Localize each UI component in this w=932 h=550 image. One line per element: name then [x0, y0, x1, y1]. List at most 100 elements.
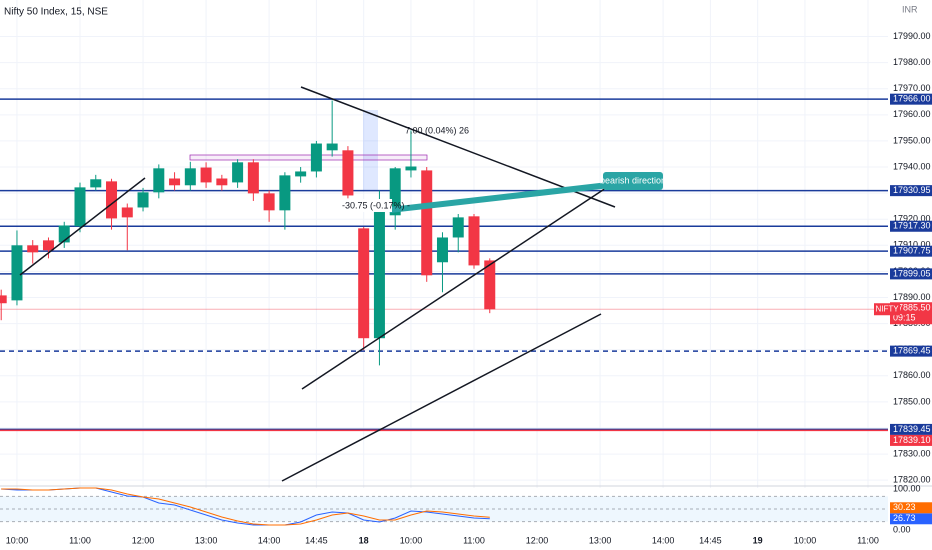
- candle-body: [342, 150, 354, 196]
- candle-body: [184, 168, 196, 186]
- level-tag: [890, 93, 932, 105]
- level-tag: [890, 185, 932, 197]
- level-tag-label: 17907.75: [893, 246, 931, 256]
- y-tick-label: 17950.00: [893, 135, 931, 145]
- level-tag: [890, 245, 932, 257]
- candle-body: [405, 166, 417, 171]
- trendline: [281, 313, 602, 482]
- candle-body: [295, 171, 307, 177]
- label-bg: [338, 199, 392, 212]
- callout-text: bearish direction: [600, 175, 666, 185]
- x-tick-label: 10:00: [794, 535, 817, 545]
- x-tick-label: 11:00: [69, 535, 91, 545]
- x-tick-label: 11:00: [857, 535, 879, 545]
- candle-body: [200, 167, 212, 183]
- x-tick-label: 14:00: [258, 535, 281, 545]
- level-tag-label: 17899.05: [893, 268, 931, 278]
- candle-body: [452, 217, 464, 238]
- indicator-line: [1, 487, 490, 526]
- candle-body: [27, 245, 39, 253]
- candle-body: [468, 216, 480, 266]
- level-tag: [890, 220, 932, 232]
- countdown: 09:15: [893, 313, 916, 323]
- y-tick-label: 17970.00: [893, 83, 931, 93]
- last-price-label: 17885.50: [893, 303, 931, 313]
- level-tag-label: 17839.45: [893, 424, 931, 434]
- y-tick-label: 17940.00: [893, 161, 931, 171]
- y-tick-label: 17850.00: [893, 396, 931, 406]
- x-tick-label: 14:45: [305, 535, 328, 545]
- indicator-tick-label: 100.00: [893, 483, 921, 493]
- range-label: -30.75 (-0.17%) -: [342, 200, 410, 210]
- x-tick-label: 13:00: [195, 535, 218, 545]
- trendline: [19, 177, 146, 276]
- measure-box: [363, 110, 378, 190]
- indicator: [0, 487, 888, 526]
- y-tick-label: 17860.00: [893, 370, 931, 380]
- chart-title: Nifty 50 Index, 15, NSE: [4, 7, 108, 18]
- indicator-tick-label: 0.00: [893, 524, 911, 534]
- x-tick-label: 13:00: [589, 535, 612, 545]
- candle-body: [137, 192, 149, 208]
- candle-body: [153, 168, 165, 193]
- indicator-tag: [890, 502, 932, 514]
- x-tick-label: 14:00: [652, 535, 675, 545]
- y-tick-label: 17920.00: [893, 214, 931, 224]
- candle-body: [263, 193, 275, 211]
- callout-box: [603, 172, 663, 190]
- candle-body: [421, 170, 433, 276]
- currency: INR: [902, 4, 918, 14]
- candle-body: [169, 178, 181, 186]
- level-tag: [890, 345, 932, 357]
- range-box: [189, 154, 428, 161]
- level-tag: [890, 434, 932, 446]
- candle-body: [232, 162, 244, 183]
- indicator-tag: [890, 513, 932, 525]
- candle-body: [74, 187, 86, 227]
- x-tick-label: 10:00: [6, 535, 29, 545]
- x-tick-label: 11:00: [463, 535, 485, 545]
- level-tag-label: 17930.95: [893, 185, 931, 195]
- candle-body: [58, 225, 70, 243]
- level-tag-label: 17869.45: [893, 346, 931, 356]
- y-tick-label: 17890.00: [893, 292, 931, 302]
- x-tick-label: 18: [359, 535, 369, 545]
- indicator-tag-label: 26.73: [893, 513, 916, 523]
- level-tag-label: 17966.00: [893, 94, 931, 104]
- symbol-label: NIFTY: [875, 304, 899, 313]
- callout-pointer: [390, 182, 610, 213]
- last-price-tag: [890, 302, 932, 325]
- level-tag-label: 17839.10: [893, 435, 931, 445]
- candle-body: [106, 181, 118, 219]
- candle-body: [279, 175, 291, 211]
- candle-body: [358, 228, 370, 339]
- y-tick-label: 17830.00: [893, 448, 931, 458]
- candle-body: [310, 143, 322, 172]
- candle-body: [121, 207, 133, 218]
- axes: 17820.0017830.0017840.0017850.0017860.00…: [6, 31, 932, 545]
- candle-body: [436, 237, 448, 263]
- candle-body: [484, 260, 496, 310]
- candle-body: [0, 295, 7, 304]
- level-tag: [890, 423, 932, 435]
- x-tick-label: 12:00: [132, 535, 155, 545]
- candles: [0, 100, 496, 366]
- x-tick-label: 19: [753, 535, 763, 545]
- x-tick-label: 12:00: [526, 535, 549, 545]
- candle-body: [11, 245, 23, 301]
- x-tick-label: 14:45: [699, 535, 722, 545]
- candle-body: [90, 179, 102, 188]
- candle-body: [42, 240, 54, 251]
- candle-body: [373, 200, 385, 339]
- levels: [0, 98, 888, 432]
- x-tick-label: 10:00: [400, 535, 423, 545]
- y-tick-label: 17980.00: [893, 57, 931, 67]
- level-tag-label: 17917.30: [893, 221, 931, 231]
- y-tick-label: 17820.00: [893, 475, 931, 485]
- candle-body: [216, 178, 228, 186]
- indicator-tag-label: 30.23: [893, 502, 916, 512]
- range-label: 7.00 (0.04%) 26: [405, 125, 469, 135]
- trendline: [301, 181, 616, 390]
